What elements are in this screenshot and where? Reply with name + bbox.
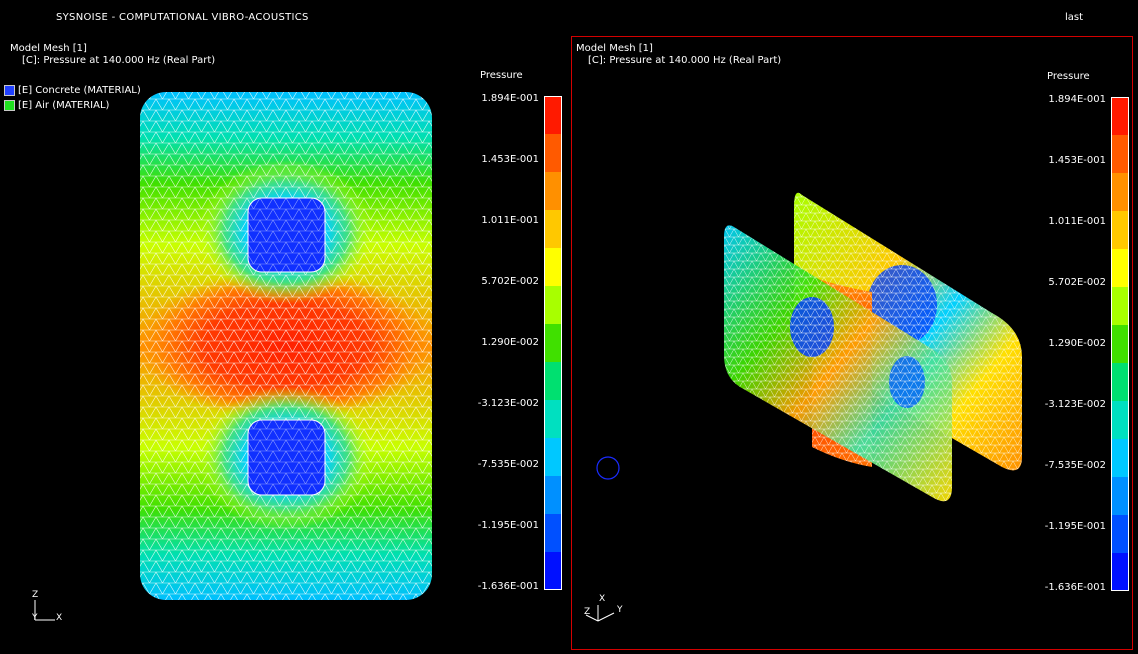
mesh-title: Model Mesh [1] bbox=[10, 43, 87, 54]
scale-label: -1.636E-001 bbox=[1044, 582, 1106, 593]
scale-label: 5.702E-002 bbox=[1048, 277, 1106, 288]
axis-label-z: Z bbox=[32, 590, 39, 600]
scale-label: -1.636E-001 bbox=[477, 581, 539, 592]
contour-plot-isometric[interactable] bbox=[572, 37, 1132, 649]
scale-swatch bbox=[545, 400, 561, 439]
scale-label: 5.702E-002 bbox=[481, 276, 539, 287]
scale-swatch bbox=[1112, 211, 1128, 250]
scale-swatch bbox=[1112, 553, 1128, 591]
viewport-left[interactable]: Model Mesh [1] [C]: Pressure at 140.000 … bbox=[0, 0, 566, 654]
scale-swatch bbox=[545, 514, 561, 553]
scale-swatch bbox=[1112, 97, 1128, 136]
scale-swatch bbox=[1112, 249, 1128, 288]
axis-label-x: X bbox=[56, 613, 63, 623]
scale-swatch bbox=[1112, 477, 1128, 516]
scale-label: -1.195E-001 bbox=[1044, 521, 1106, 532]
scale-swatch bbox=[545, 438, 561, 477]
selection-circle-icon[interactable] bbox=[596, 456, 620, 480]
legend-item-concrete[interactable]: [E] Concrete (MATERIAL) bbox=[4, 83, 141, 98]
contour-plot-front[interactable] bbox=[0, 0, 566, 654]
view-name: last bbox=[1065, 12, 1084, 23]
scale-swatch bbox=[545, 324, 561, 363]
axis-label-y: Y bbox=[617, 605, 623, 615]
scale-label: 1.290E-002 bbox=[1048, 338, 1106, 349]
scale-swatch bbox=[1112, 287, 1128, 326]
air-swatch bbox=[4, 100, 15, 111]
mesh-title: Model Mesh [1] bbox=[576, 43, 653, 54]
app-title: SYSNOISE - COMPUTATIONAL VIBRO-ACOUSTICS bbox=[56, 12, 309, 23]
color-scale-bar bbox=[1111, 97, 1129, 591]
scale-swatch bbox=[545, 172, 561, 211]
scale-swatch bbox=[1112, 401, 1128, 440]
scale-label: 1.453E-001 bbox=[1048, 155, 1106, 166]
color-scale-bar bbox=[544, 96, 562, 590]
concrete-swatch bbox=[4, 85, 15, 96]
scale-label: 1.011E-001 bbox=[1048, 216, 1106, 227]
scale-swatch bbox=[1112, 515, 1128, 554]
scale-swatch bbox=[1112, 325, 1128, 364]
legend-item-air[interactable]: [E] Air (MATERIAL) bbox=[4, 98, 141, 113]
axis-label-x: X bbox=[599, 594, 606, 604]
scale-swatch bbox=[545, 210, 561, 249]
scale-swatch bbox=[545, 362, 561, 401]
scale-swatch bbox=[1112, 135, 1128, 174]
result-title: [C]: Pressure at 140.000 Hz (Real Part) bbox=[22, 55, 216, 66]
scale-label: 1.894E-001 bbox=[1048, 94, 1106, 105]
scale-label: -7.535E-002 bbox=[1044, 460, 1106, 471]
scale-swatch bbox=[545, 286, 561, 325]
scale-title: Pressure bbox=[480, 70, 523, 81]
scale-swatch bbox=[1112, 173, 1128, 212]
scale-label: -7.535E-002 bbox=[477, 459, 539, 470]
scale-label: -3.123E-002 bbox=[1044, 399, 1106, 410]
legend-label-air: [E] Air (MATERIAL) bbox=[18, 100, 110, 111]
scale-label: 1.453E-001 bbox=[481, 154, 539, 165]
scale-label: 1.894E-001 bbox=[481, 93, 539, 104]
scale-swatch bbox=[545, 552, 561, 590]
axis-label-z: Z bbox=[584, 607, 591, 617]
result-title: [C]: Pressure at 140.000 Hz (Real Part) bbox=[588, 55, 782, 66]
scale-border bbox=[544, 96, 562, 590]
axis-label-y: Y bbox=[32, 613, 38, 623]
scale-swatch bbox=[545, 134, 561, 173]
viewport-right-active[interactable]: Model Mesh [1] [C]: Pressure at 140.000 … bbox=[571, 36, 1133, 650]
scale-label: -3.123E-002 bbox=[477, 398, 539, 409]
scale-swatch bbox=[1112, 363, 1128, 402]
scale-border bbox=[1111, 97, 1129, 591]
material-legend: [E] Concrete (MATERIAL) [E] Air (MATERIA… bbox=[4, 83, 141, 113]
scale-swatch bbox=[545, 96, 561, 135]
scale-swatch bbox=[545, 248, 561, 287]
legend-label-concrete: [E] Concrete (MATERIAL) bbox=[18, 85, 141, 96]
scale-label: 1.011E-001 bbox=[481, 215, 539, 226]
scale-swatch bbox=[545, 476, 561, 515]
scale-label: -1.195E-001 bbox=[477, 520, 539, 531]
scale-label: 1.290E-002 bbox=[481, 337, 539, 348]
axis-triad bbox=[34, 600, 55, 621]
scale-swatch bbox=[1112, 439, 1128, 478]
scale-title: Pressure bbox=[1047, 71, 1090, 82]
